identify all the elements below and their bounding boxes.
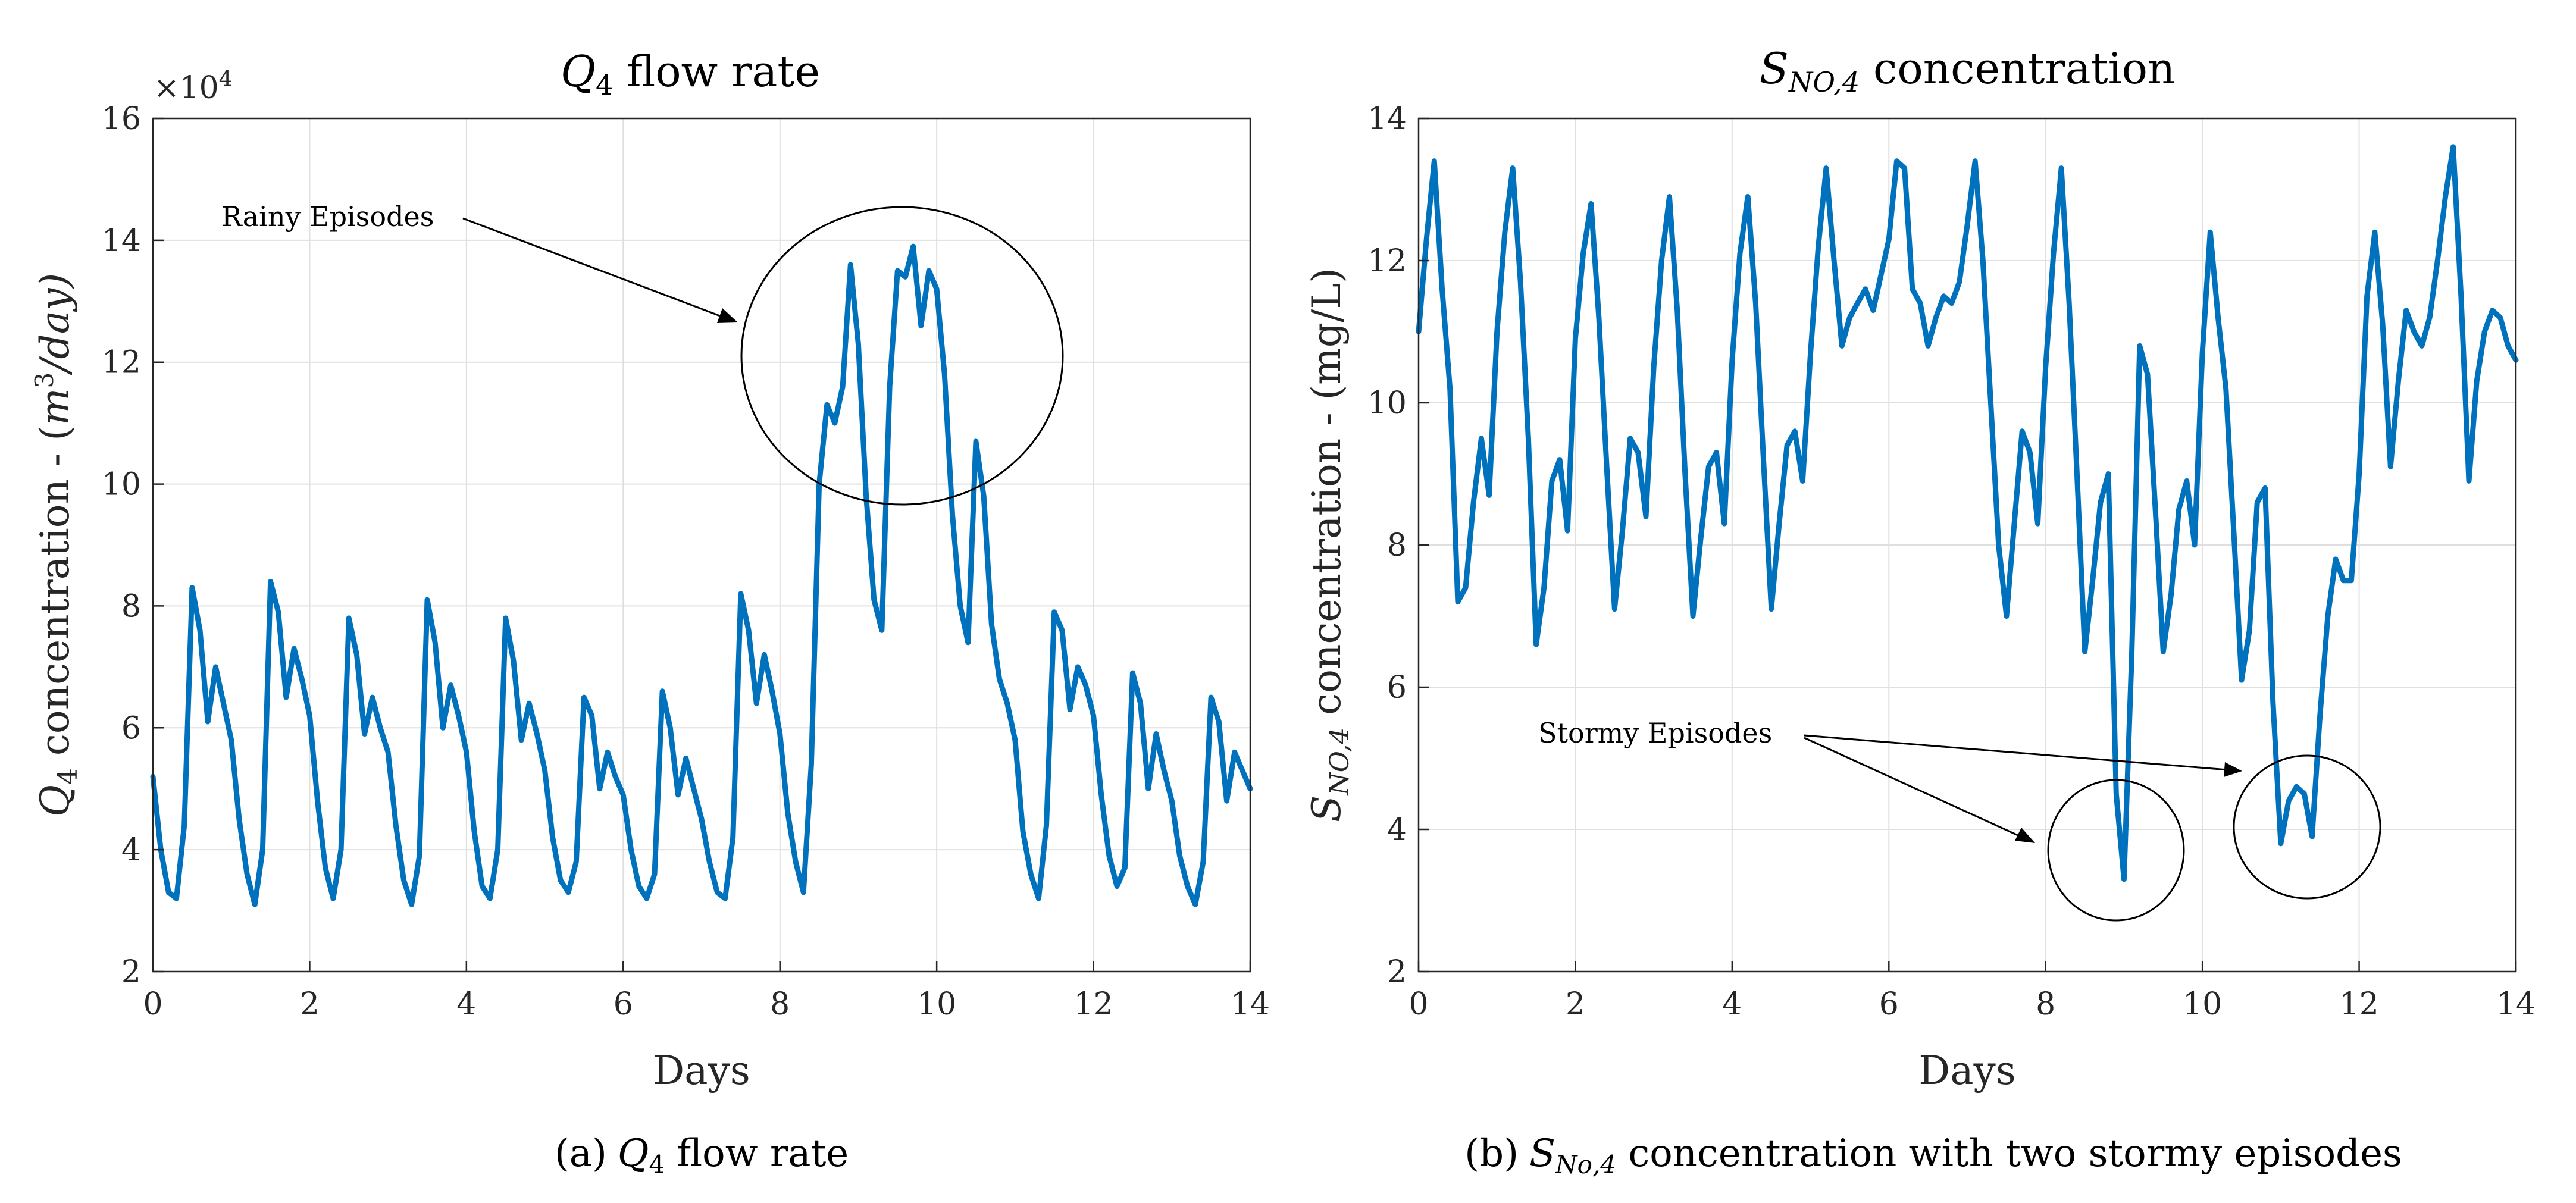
panel-a-y-label: Q4 concentration - (m3/day) (30, 273, 83, 817)
panel-a-multiplier: ×104 (154, 67, 233, 106)
panel-a-x-tick-label: 12 (1073, 986, 1113, 1022)
panel-b-y-label: SNO,4 concentration - (mg/L) (1304, 268, 1355, 822)
panel-b-y-tick-label: 12 (1367, 243, 1407, 279)
panel-b-x-tick-label: 2 (1566, 986, 1585, 1022)
panel-b-x-ticks: 0 2 4 6 8 10 12 14 (1408, 961, 2536, 1022)
panel-a-y-tick-label: 16 (102, 101, 141, 137)
rainy-episodes-label: Rainy Episodes (221, 200, 434, 233)
panel-a-x-tick-label: 14 (1231, 986, 1270, 1022)
stormy-episodes-circle-1 (2047, 779, 2185, 922)
caption-b: (b) SNo,4 concentration with two stormy e… (1464, 1132, 2402, 1179)
stormy-episodes-arrow-1 (1804, 737, 2024, 839)
panel-a-plot-area (153, 118, 1250, 972)
panel-b-y-tick-label: 10 (1367, 386, 1407, 421)
panel-a-y-tick-label: 12 (102, 345, 141, 381)
panel-a-axes-box (152, 117, 1251, 973)
panel-b-x-tick-label: 12 (2339, 986, 2378, 1022)
stormy-episodes-arrow-2 (1804, 734, 2228, 771)
panel-b-y-tick-label: 14 (1367, 101, 1407, 137)
panel-b-x-label: Days (1918, 1048, 2015, 1094)
panel-b-x-tick-label: 0 (1408, 986, 1428, 1022)
panel-b-x-tick-label: 6 (1879, 986, 1899, 1022)
stormy-episodes-label: Stormy Episodes (1538, 717, 1772, 749)
panel-a-y-tick-label: 14 (102, 223, 141, 259)
panel-a-y-tick-label: 2 (121, 954, 141, 990)
panel-b-x-tick-label: 4 (1722, 986, 1742, 1022)
panel-b-y-tick-label: 4 (1387, 812, 1407, 848)
panel-a-y-tick-label: 6 (121, 710, 141, 746)
panel-b-x-tick-label: 8 (2036, 986, 2055, 1022)
panel-a-x-tick-label: 6 (614, 986, 633, 1022)
panel-a-x-tick-label: 0 (143, 986, 162, 1022)
panel-b-series-line (1416, 144, 2519, 882)
panel-b-x-tick-label: 14 (2496, 986, 2536, 1022)
panel-a-x-label: Days (653, 1048, 750, 1094)
panel-a-y-tick-label: 4 (121, 832, 141, 868)
stormy-episodes-arrowhead-2 (2224, 762, 2242, 777)
rainy-episodes-circle (740, 206, 1064, 506)
panel-a-series-line (150, 243, 1253, 907)
panel-b-grid (1419, 118, 2516, 972)
caption-a: (a) Q4 flow rate (555, 1132, 849, 1179)
panel-a-y-tick-label: 8 (121, 588, 141, 624)
panel-a-x-tick-label: 10 (917, 986, 956, 1022)
panel-b-y-tick-label: 6 (1387, 670, 1407, 706)
panel-b-y-ticks: 2 4 6 8 10 12 14 (1367, 101, 1429, 990)
panel-a-x-tick-label: 8 (770, 986, 790, 1022)
stormy-episodes-circle-2 (2233, 754, 2381, 900)
panel-a-rainy-annotation: Rainy Episodes (221, 200, 1064, 506)
panel-a-x-tick-label: 2 (300, 986, 320, 1022)
panel-a-y-tick-label: 10 (102, 467, 141, 503)
panel-a-x-tick-label: 4 (456, 986, 476, 1022)
panel-a-grid (153, 118, 1250, 972)
panel-a-y-ticks: 2 4 6 8 10 12 14 16 (102, 101, 164, 990)
rainy-episodes-arrowhead (717, 308, 738, 323)
panel-b-x-tick-label: 10 (2183, 986, 2222, 1022)
stormy-episodes-arrowhead-1 (2015, 828, 2035, 843)
rainy-episodes-arrow (462, 217, 725, 319)
panel-b-y-tick-label: 2 (1387, 954, 1407, 990)
panel-b-y-tick-label: 8 (1387, 528, 1407, 563)
panel-a-x-ticks: 0 2 4 6 8 10 12 14 (143, 961, 1270, 1022)
panel-b-stormy-annotation: Stormy Episodes (1538, 717, 2381, 922)
panel-a-title: Q4 flow rate (561, 46, 820, 101)
panel-b-title: SNO,4 concentration (1760, 43, 2176, 98)
